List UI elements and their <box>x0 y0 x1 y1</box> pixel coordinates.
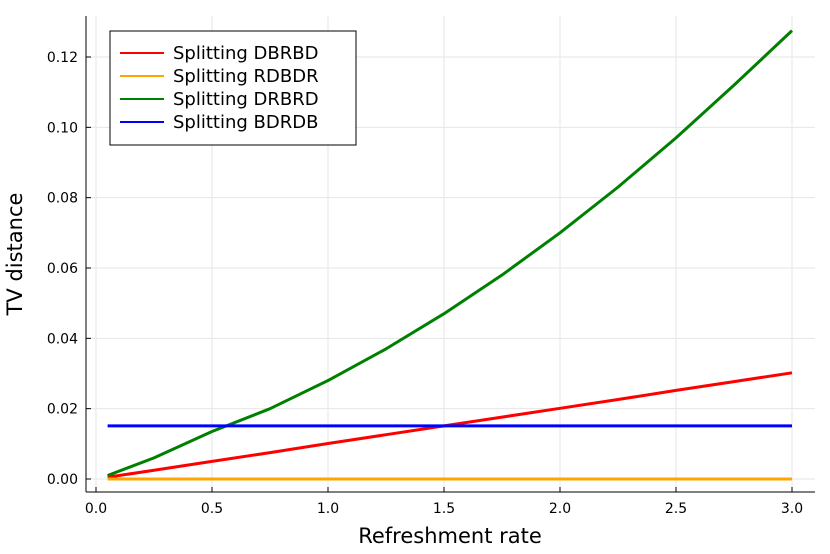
x-tick-label: 0.5 <box>201 501 223 517</box>
legend-label-splitting-drbrd: Splitting DRBRD <box>173 89 319 110</box>
x-tick-label: 0.0 <box>85 501 107 517</box>
y-axis-title: TV distance <box>3 193 27 317</box>
y-tick-label: 0.02 <box>47 402 78 418</box>
x-tick-label: 2.0 <box>549 501 571 517</box>
x-tick-label: 2.5 <box>665 501 687 517</box>
y-tick-label: 0.12 <box>47 50 78 66</box>
x-axis-title: Refreshment rate <box>358 524 542 548</box>
x-tick-label: 3.0 <box>781 501 803 517</box>
y-tick-label: 0.08 <box>47 191 78 207</box>
legend-box <box>109 30 357 146</box>
legend-label-splitting-dbrbd: Splitting DBRBD <box>173 43 318 64</box>
y-tick-label: 0.10 <box>47 120 78 136</box>
series-lines <box>107 29 794 481</box>
y-ticks: 0.00 0.02 0.04 0.06 0.08 0.10 0.12 <box>47 50 91 488</box>
legend-label-splitting-rdbdr: Splitting RDBDR <box>173 66 319 87</box>
axes <box>85 16 815 493</box>
legend-label-splitting-bdrdb: Splitting BDRDB <box>173 112 318 133</box>
y-tick-label: 0.00 <box>47 472 78 488</box>
y-tick-label: 0.04 <box>47 331 78 347</box>
x-tick-label: 1.5 <box>433 501 455 517</box>
series-line-splitting-drbrd <box>107 29 794 477</box>
grid <box>86 16 815 492</box>
x-tick-label: 1.0 <box>317 501 339 517</box>
x-ticks: 0.0 0.5 1.0 1.5 2.0 2.5 3.0 <box>85 487 803 517</box>
y-tick-label: 0.06 <box>47 261 78 277</box>
